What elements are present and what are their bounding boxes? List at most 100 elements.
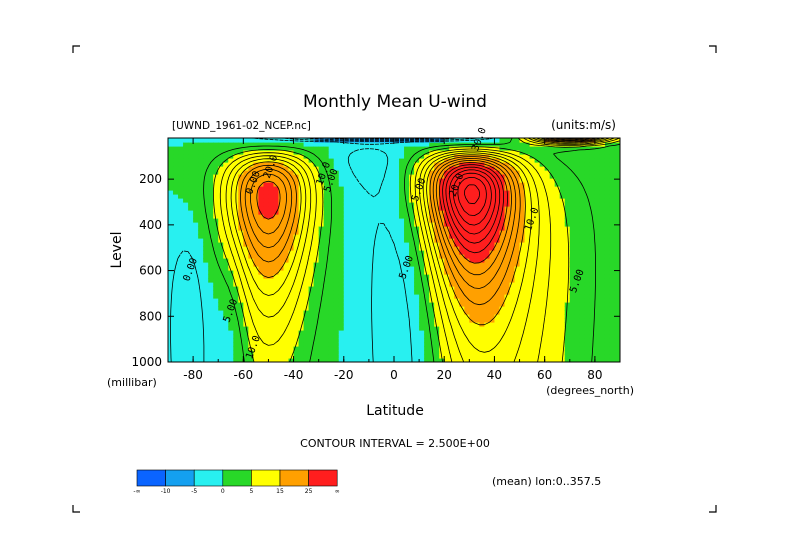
field-cell — [449, 158, 455, 163]
field-cell — [248, 178, 254, 183]
field-cell — [524, 146, 531, 151]
field-cell — [584, 330, 591, 335]
field-cell — [434, 282, 440, 287]
field-cell — [253, 342, 259, 347]
field-cell — [383, 262, 390, 267]
field-cell — [594, 158, 601, 163]
field-cell — [494, 170, 501, 175]
field-cell — [589, 138, 596, 143]
field-cell — [333, 266, 340, 271]
field-cell — [168, 290, 174, 295]
field-cell — [263, 310, 270, 315]
field-cell — [544, 334, 551, 339]
field-cell — [424, 162, 430, 167]
field-cell — [353, 322, 360, 327]
field-cell — [449, 210, 455, 215]
field-cell — [434, 162, 440, 167]
field-cell — [168, 142, 174, 147]
field-cell — [258, 178, 265, 183]
field-cell — [554, 166, 561, 171]
field-cell — [253, 150, 259, 155]
field-cell — [378, 342, 385, 347]
field-cell — [564, 302, 571, 307]
field-cell — [524, 258, 531, 263]
field-cell — [383, 350, 390, 355]
field-cell — [419, 142, 425, 147]
field-cell — [444, 294, 450, 299]
field-cell — [238, 294, 244, 299]
field-cell — [399, 358, 405, 362]
field-cell — [243, 138, 249, 143]
field-cell — [504, 346, 511, 351]
field-cell — [409, 302, 415, 307]
field-cell — [358, 326, 365, 331]
field-cell — [278, 258, 285, 263]
field-cell — [484, 234, 491, 239]
field-cell — [529, 282, 536, 287]
field-cell — [338, 210, 345, 215]
field-cell — [243, 314, 249, 319]
field-cell — [539, 166, 546, 171]
field-cell — [328, 230, 335, 235]
field-cell — [228, 242, 234, 247]
field-cell — [303, 218, 310, 223]
field-cell — [313, 182, 320, 187]
field-cell — [479, 246, 485, 251]
field-cell — [429, 214, 435, 219]
field-cell — [283, 334, 290, 339]
field-cell — [459, 162, 465, 167]
field-cell — [419, 198, 425, 203]
field-cell — [358, 342, 365, 347]
field-cell — [303, 154, 310, 159]
field-cell — [348, 290, 355, 295]
field-cell — [358, 294, 365, 299]
field-cell — [509, 142, 516, 147]
field-cell — [203, 346, 209, 351]
field-cell — [439, 342, 445, 347]
field-cell — [594, 322, 601, 327]
field-cell — [373, 206, 380, 211]
field-cell — [203, 178, 209, 183]
field-cell — [444, 322, 450, 327]
field-cell — [489, 158, 496, 163]
field-cell — [328, 174, 335, 179]
field-cell — [243, 214, 249, 219]
field-cell — [609, 262, 616, 267]
field-cell — [464, 162, 470, 167]
field-cell — [303, 210, 310, 215]
field-cell — [268, 150, 275, 155]
field-cell — [589, 170, 596, 175]
field-cell — [589, 146, 596, 151]
field-cell — [238, 250, 244, 255]
field-cell — [509, 330, 516, 335]
field-cell — [213, 190, 219, 195]
field-cell — [298, 314, 305, 319]
field-cell — [323, 306, 330, 311]
field-cell — [333, 194, 340, 199]
field-cell — [554, 186, 561, 191]
field-cell — [228, 146, 234, 151]
field-cell — [519, 354, 526, 359]
field-cell — [313, 274, 320, 279]
field-cell — [333, 158, 340, 163]
field-cell — [609, 150, 616, 155]
field-cell — [198, 206, 204, 211]
field-cell — [394, 154, 400, 159]
field-cell — [434, 178, 440, 183]
field-cell — [524, 350, 531, 355]
field-cell — [208, 274, 214, 279]
field-cell — [489, 246, 496, 251]
field-cell — [494, 266, 501, 271]
field-cell — [313, 222, 320, 227]
field-cell — [564, 358, 571, 362]
field-cell — [489, 182, 496, 187]
field-cell — [534, 166, 541, 171]
field-cell — [178, 302, 184, 307]
field-cell — [419, 298, 425, 303]
field-cell — [338, 254, 345, 259]
field-cell — [208, 338, 214, 343]
field-cell — [499, 194, 506, 199]
field-cell — [394, 330, 400, 335]
field-cell — [554, 230, 561, 235]
field-cell — [564, 190, 571, 195]
